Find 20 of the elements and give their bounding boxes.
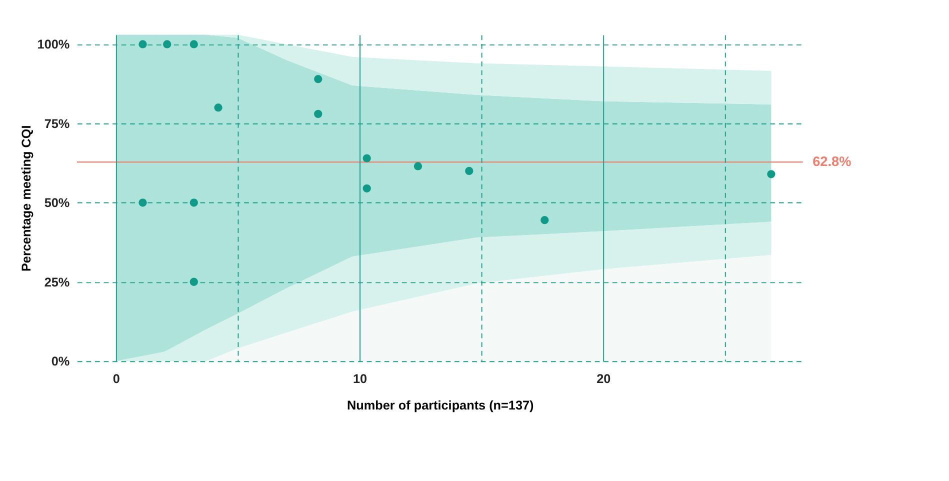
y-tick-label: 0% bbox=[51, 354, 70, 368]
y-tick-label: 25% bbox=[44, 275, 70, 290]
point bbox=[465, 166, 474, 176]
y-tick-label: 50% bbox=[44, 196, 70, 210]
x-tick-label: 10 bbox=[352, 372, 368, 386]
x-tick-label: 20 bbox=[596, 372, 611, 386]
y-axis-title: Percentage meeting CQI bbox=[19, 125, 34, 272]
x-tick-label: 0 bbox=[112, 372, 120, 386]
y-tick-label: 75% bbox=[44, 116, 70, 131]
point bbox=[414, 162, 422, 170]
x-axis-title: Number of participants (n=137) bbox=[347, 398, 534, 412]
point bbox=[362, 154, 371, 162]
point bbox=[767, 170, 776, 178]
ref-line-label: 62.8% bbox=[812, 154, 852, 169]
point bbox=[362, 184, 371, 192]
point bbox=[314, 75, 322, 84]
point bbox=[214, 104, 222, 112]
point bbox=[314, 110, 322, 118]
y-tick-label: 100% bbox=[37, 38, 70, 52]
point bbox=[540, 216, 549, 224]
